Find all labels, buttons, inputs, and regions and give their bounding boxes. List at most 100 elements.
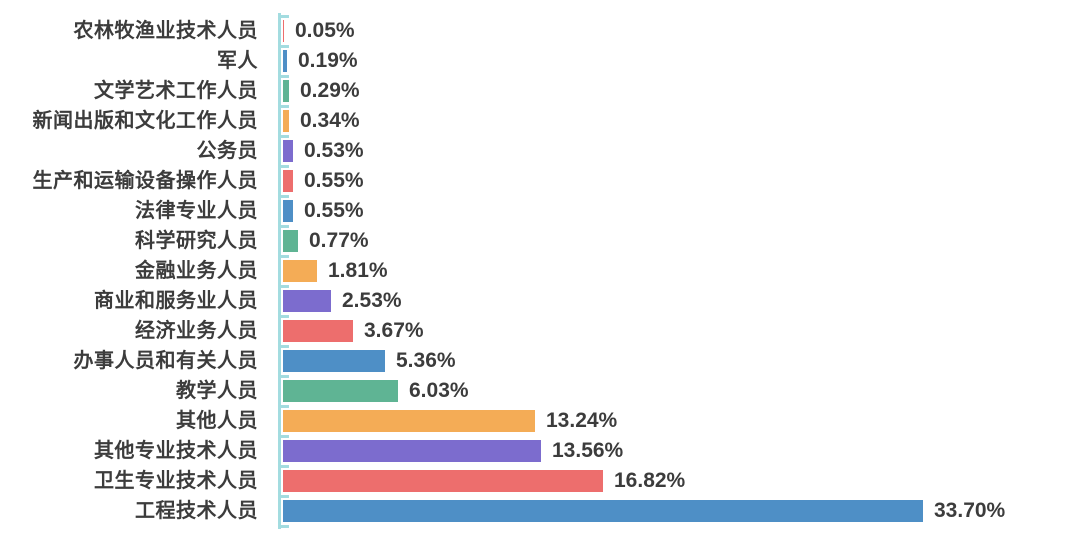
bar-track: 2.53%: [283, 286, 1080, 316]
axis-tick: [281, 434, 289, 438]
axis-tick: [281, 464, 289, 468]
bar-track: 0.34%: [283, 106, 1080, 136]
axis-tick: [281, 314, 289, 318]
value-label: 16.82%: [614, 469, 686, 492]
y-axis-line: [278, 13, 281, 529]
bar-track: 0.55%: [283, 166, 1080, 196]
axis-tick: [281, 374, 289, 378]
bar: [283, 230, 298, 252]
bar-row: 经济业务人员 3.67%: [0, 316, 1080, 346]
axis-tick: [281, 164, 289, 168]
axis-tick: [281, 74, 289, 78]
bar: [283, 290, 331, 312]
bar-row: 文学艺术工作人员 0.29%: [0, 76, 1080, 106]
bar-track: 0.53%: [283, 136, 1080, 166]
category-label: 商业和服务业人员: [94, 290, 258, 312]
axis-tick: [281, 524, 289, 528]
category-label: 军人: [217, 50, 258, 72]
bar-track: 13.56%: [283, 436, 1080, 466]
axis-tick: [281, 344, 289, 348]
bar: [283, 20, 284, 42]
value-label: 2.53%: [342, 289, 402, 312]
bar-row: 工程技术人员 33.70%: [0, 496, 1080, 526]
bar-row: 农林牧渔业技术人员 0.05%: [0, 16, 1080, 46]
bar: [283, 410, 535, 432]
value-label: 33.70%: [934, 499, 1006, 522]
value-label: 5.36%: [396, 349, 456, 372]
bar-row: 公务员 0.53%: [0, 136, 1080, 166]
value-label: 3.67%: [364, 319, 424, 342]
bar-rows: 农林牧渔业技术人员 0.05% 军人 0.19% 文学艺术工作人员 0.29% 新闻出版和文…: [0, 16, 1080, 526]
axis-tick: [281, 194, 289, 198]
bar-row: 其他专业技术人员 13.56%: [0, 436, 1080, 466]
bar-row: 卫生专业技术人员 16.82%: [0, 466, 1080, 496]
bar-track: 5.36%: [283, 346, 1080, 376]
category-label: 办事人员和有关人员: [73, 350, 258, 372]
value-label: 0.05%: [295, 19, 355, 42]
bar-row: 新闻出版和文化工作人员 0.34%: [0, 106, 1080, 136]
category-label: 生产和运输设备操作人员: [32, 170, 258, 192]
value-label: 6.03%: [409, 379, 469, 402]
bar: [283, 140, 293, 162]
bar-track: 6.03%: [283, 376, 1080, 406]
bar-row: 商业和服务业人员 2.53%: [0, 286, 1080, 316]
bar: [283, 80, 289, 102]
category-label: 其他专业技术人员: [94, 440, 258, 462]
bar: [283, 260, 317, 282]
bar: [283, 170, 293, 192]
bar-track: 16.82%: [283, 466, 1080, 496]
bar-track: 1.81%: [283, 256, 1080, 286]
value-label: 0.19%: [298, 49, 358, 72]
axis-tick: [281, 284, 289, 288]
category-label: 文学艺术工作人员: [94, 80, 258, 102]
bar-row: 科学研究人员 0.77%: [0, 226, 1080, 256]
category-label: 经济业务人员: [135, 320, 258, 342]
bar: [283, 200, 293, 222]
axis-tick: [281, 224, 289, 228]
bar: [283, 50, 287, 72]
value-label: 13.24%: [546, 409, 618, 432]
category-label: 金融业务人员: [135, 260, 258, 282]
value-label: 0.77%: [309, 229, 369, 252]
bar: [283, 470, 603, 492]
axis-tick: [281, 14, 289, 18]
category-label: 公务员: [196, 140, 258, 162]
bar-track: 13.24%: [283, 406, 1080, 436]
axis-tick: [281, 44, 289, 48]
axis-tick: [281, 254, 289, 258]
category-label: 卫生专业技术人员: [94, 470, 258, 492]
bar: [283, 350, 385, 372]
bar-track: 0.05%: [283, 16, 1080, 46]
bar-track: 33.70%: [283, 496, 1080, 526]
axis-tick: [281, 104, 289, 108]
bar-row: 法律专业人员 0.55%: [0, 196, 1080, 226]
bar-track: 3.67%: [283, 316, 1080, 346]
category-label: 法律专业人员: [135, 200, 258, 222]
value-label: 1.81%: [328, 259, 388, 282]
bar-row: 办事人员和有关人员 5.36%: [0, 346, 1080, 376]
bar: [283, 110, 289, 132]
bar-row: 生产和运输设备操作人员 0.55%: [0, 166, 1080, 196]
bar-row: 军人 0.19%: [0, 46, 1080, 76]
bar-row: 金融业务人员 1.81%: [0, 256, 1080, 286]
bar: [283, 320, 353, 342]
value-label: 0.29%: [300, 79, 360, 102]
bar-row: 其他人员 13.24%: [0, 406, 1080, 436]
category-label: 其他人员: [176, 410, 258, 432]
bar-track: 0.55%: [283, 196, 1080, 226]
category-label: 工程技术人员: [135, 500, 258, 522]
value-label: 0.53%: [304, 139, 364, 162]
value-label: 0.55%: [304, 169, 364, 192]
axis-tick: [281, 404, 289, 408]
value-label: 0.55%: [304, 199, 364, 222]
category-label: 科学研究人员: [135, 230, 258, 252]
category-label: 教学人员: [176, 380, 258, 402]
bar-track: 0.19%: [283, 46, 1080, 76]
bar: [283, 380, 398, 402]
category-label: 新闻出版和文化工作人员: [32, 110, 258, 132]
value-label: 0.34%: [300, 109, 360, 132]
category-label: 农林牧渔业技术人员: [73, 20, 258, 42]
bar-track: 0.29%: [283, 76, 1080, 106]
bar-track: 0.77%: [283, 226, 1080, 256]
